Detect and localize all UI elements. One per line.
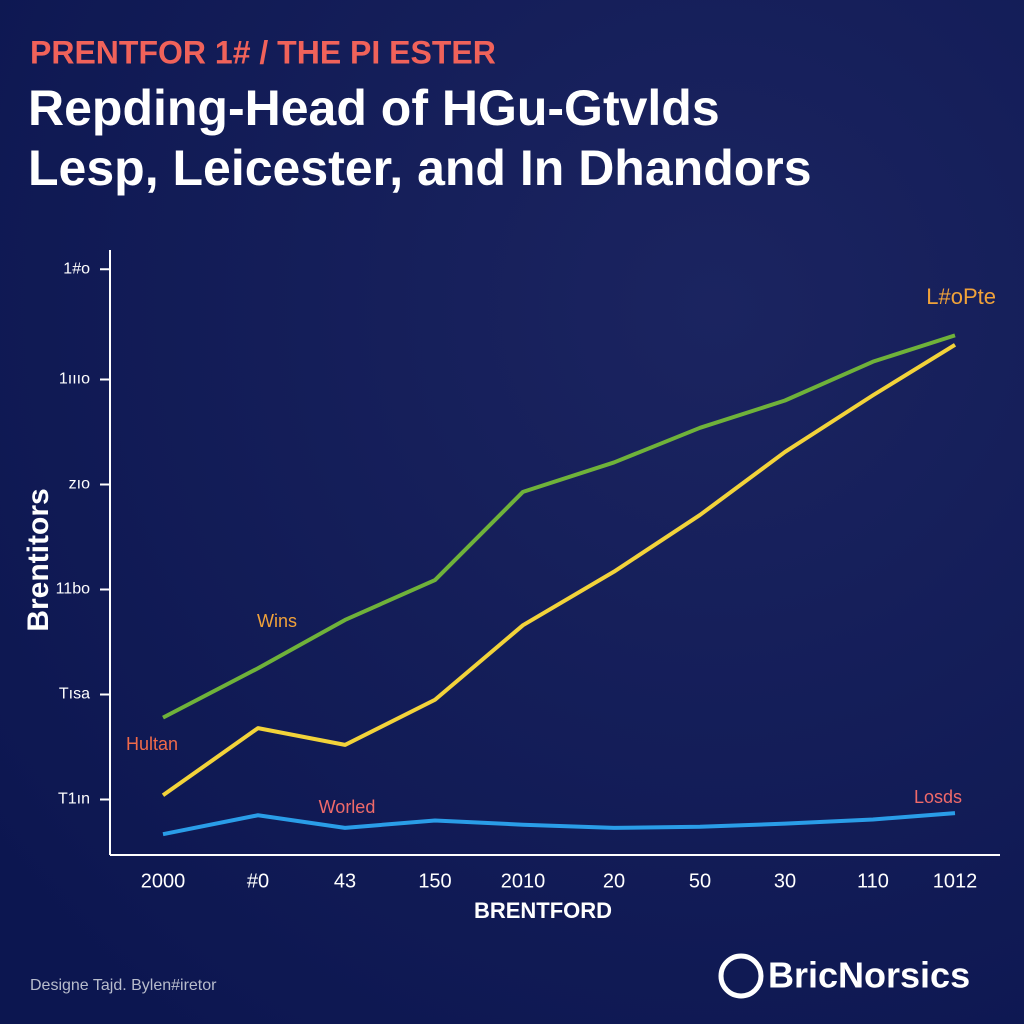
y-tick-label: 11bo xyxy=(56,581,91,598)
x-tick-label: 43 xyxy=(334,870,356,892)
series-label: Wins xyxy=(257,611,297,631)
y-tick-label: Tısa xyxy=(59,686,90,703)
series-label: Losds xyxy=(914,787,962,807)
y-tick-label: T1ın xyxy=(58,791,90,808)
annotation: Worled xyxy=(319,797,376,817)
y-tick-label: 1ıııo xyxy=(59,371,90,388)
x-tick-label: 50 xyxy=(689,870,711,892)
annotation: L#oPte xyxy=(926,284,996,309)
x-tick-label: 1012 xyxy=(933,870,978,892)
brand: BricNorsics xyxy=(768,955,970,996)
x-tick-label: 150 xyxy=(418,870,451,892)
chart-title: Repding-Head of HGu-Gtvlds xyxy=(28,80,720,136)
y-tick-label: 1#o xyxy=(63,260,90,277)
logo-icon xyxy=(718,953,764,999)
x-tick-label: 110 xyxy=(857,870,889,892)
x-axis-label: BRENTFORD xyxy=(474,898,612,923)
series-line xyxy=(161,343,957,797)
brand-logo: BricNorsics xyxy=(718,953,970,999)
footer: Designe Tajd. Bylen#iretor xyxy=(30,977,217,994)
chart-title: Lesp, Leicester, and In Dhandors xyxy=(28,140,812,196)
series-line xyxy=(162,333,956,720)
x-tick-label: 2000 xyxy=(141,870,186,892)
x-tick-label: 20 xyxy=(603,870,625,892)
series-label: Hultan xyxy=(126,734,178,754)
y-axis-label: Brentitors xyxy=(22,488,55,631)
supertitle: PRENTFOR 1# / THE PI ESTER xyxy=(30,34,496,70)
x-tick-label: 2010 xyxy=(501,870,546,892)
x-tick-label: 30 xyxy=(774,870,796,892)
y-tick-label: zıo xyxy=(69,476,90,493)
series-line xyxy=(162,811,956,837)
x-tick-label: #0 xyxy=(247,870,269,892)
